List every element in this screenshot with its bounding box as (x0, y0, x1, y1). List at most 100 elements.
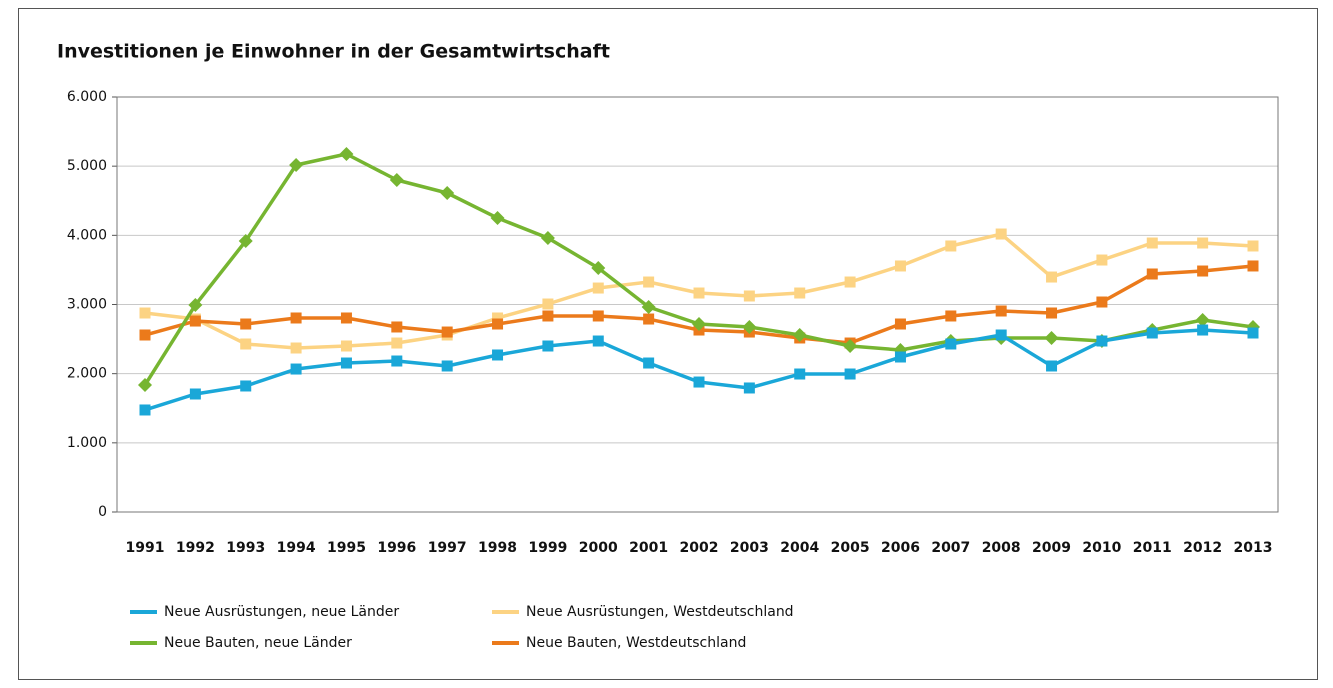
marker (238, 234, 253, 249)
legend-label: Neue Bauten, Westdeutschland (526, 635, 746, 651)
marker (742, 319, 757, 334)
marker (188, 297, 203, 312)
x-tick-label: 1996 (377, 540, 416, 556)
marker (542, 298, 554, 310)
marker (389, 173, 404, 187)
y-tick-label: 0 (98, 504, 107, 520)
legend-label: Neue Ausrüstungen, neue Länder (164, 604, 399, 620)
y-tick-label: 6.000 (67, 89, 107, 105)
marker (1046, 360, 1058, 372)
plot-area (116, 96, 1279, 513)
marker (391, 321, 403, 333)
marker (794, 287, 806, 299)
marker (139, 404, 151, 416)
y-tick-label: 2.000 (67, 366, 107, 382)
marker (693, 287, 705, 299)
legend-label: Neue Bauten, neue Länder (164, 635, 352, 651)
marker (490, 211, 505, 226)
x-tick-label: 1999 (528, 540, 567, 556)
marker (391, 355, 403, 367)
marker (340, 357, 352, 369)
marker (1046, 307, 1058, 319)
x-tick-label: 2012 (1183, 540, 1222, 556)
marker (1197, 237, 1209, 249)
marker (289, 157, 304, 172)
marker (995, 228, 1007, 240)
x-tick-label: 1992 (176, 540, 215, 556)
x-tick-label: 2008 (982, 540, 1021, 556)
marker (945, 310, 957, 322)
marker (1146, 327, 1158, 339)
marker (592, 282, 604, 294)
marker (1197, 265, 1209, 277)
marker (1096, 335, 1108, 347)
marker (1197, 324, 1209, 336)
marker (792, 328, 807, 343)
marker (440, 186, 455, 201)
marker (995, 305, 1007, 317)
marker (138, 378, 152, 393)
marker (894, 351, 906, 363)
frame (18, 8, 1318, 680)
y-tick-label: 1.000 (67, 435, 107, 451)
marker (844, 368, 856, 380)
x-tick-label: 1997 (428, 540, 467, 556)
x-tick-label: 2007 (931, 540, 970, 556)
chart-title: Investitionen je Einwohner in der Gesamt… (57, 41, 610, 63)
y-tick-label: 5.000 (67, 158, 107, 174)
marker (1146, 268, 1158, 280)
marker (139, 307, 151, 319)
marker (441, 360, 453, 372)
x-tick-label: 2010 (1082, 540, 1121, 556)
x-tick-label: 2005 (831, 540, 870, 556)
marker (492, 312, 504, 324)
marker (592, 335, 604, 347)
x-tick-label: 2009 (1032, 540, 1071, 556)
y-tick-label: 3.000 (67, 297, 107, 313)
marker (189, 315, 201, 327)
marker (794, 368, 806, 380)
marker (290, 363, 302, 375)
x-tick-label: 1995 (327, 540, 366, 556)
x-tick-label: 2001 (629, 540, 668, 556)
marker (290, 342, 302, 354)
x-tick-label: 2013 (1234, 540, 1273, 556)
marker (1247, 240, 1259, 252)
marker (643, 357, 655, 369)
x-tick-label: 1998 (478, 540, 517, 556)
marker (189, 388, 201, 400)
marker (995, 329, 1007, 341)
marker (844, 276, 856, 288)
x-tick-label: 2004 (780, 540, 819, 556)
marker (894, 318, 906, 330)
marker (692, 317, 706, 332)
marker (542, 340, 554, 352)
marker (339, 146, 354, 161)
x-tick-label: 2002 (680, 540, 719, 556)
marker (1195, 312, 1210, 327)
marker (340, 340, 352, 352)
x-tick-label: 2000 (579, 540, 618, 556)
marker (240, 338, 252, 350)
marker (945, 240, 957, 252)
marker (643, 313, 655, 325)
legend-label: Neue Ausrüstungen, Westdeutschland (526, 604, 794, 620)
x-tick-label: 2011 (1133, 540, 1172, 556)
marker (945, 338, 957, 350)
marker (843, 339, 858, 353)
marker (139, 329, 151, 341)
marker (391, 337, 403, 349)
marker (894, 260, 906, 272)
marker (1096, 254, 1108, 266)
marker (1046, 271, 1058, 283)
x-tick-label: 1993 (226, 540, 265, 556)
marker (240, 318, 252, 330)
marker (340, 312, 352, 324)
marker (743, 382, 755, 394)
marker (540, 231, 555, 246)
marker (542, 310, 554, 322)
marker (1146, 237, 1158, 249)
marker (743, 290, 755, 302)
marker (592, 310, 604, 322)
